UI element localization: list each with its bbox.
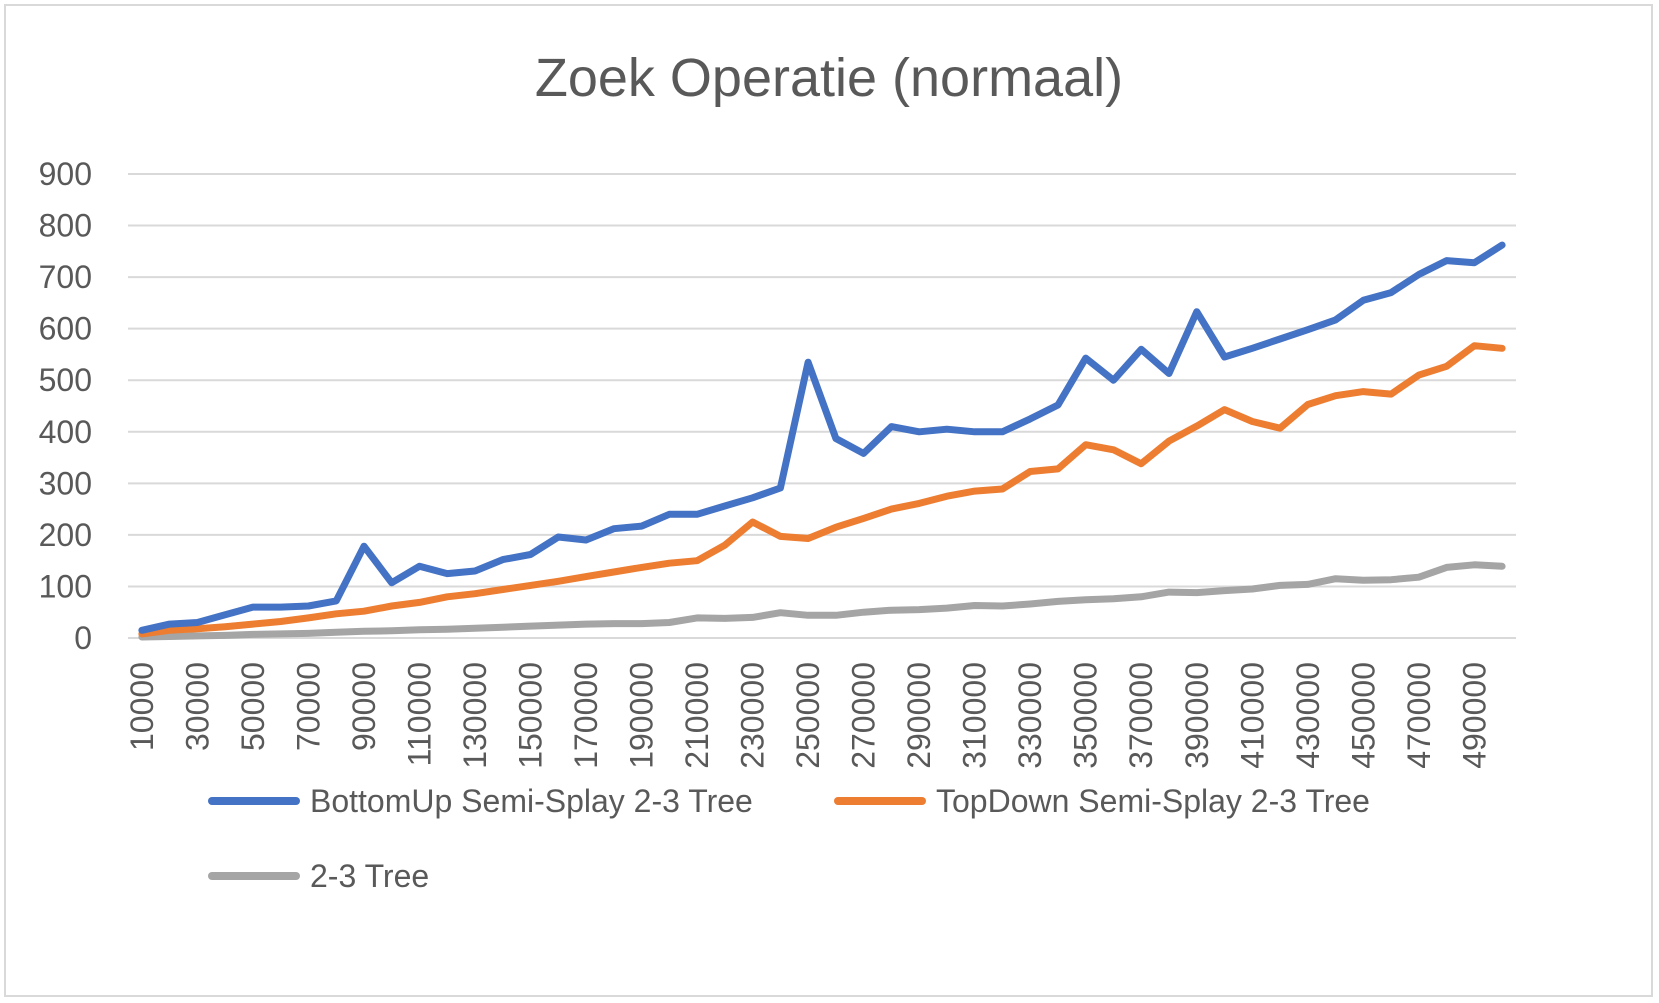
y-tick-label: 700 <box>39 259 92 295</box>
x-tick-label: 430000 <box>1290 662 1326 769</box>
y-tick-label: 300 <box>39 465 92 501</box>
x-tick-label: 130000 <box>457 662 493 769</box>
legend-label-1: TopDown Semi-Splay 2-3 Tree <box>936 783 1370 819</box>
x-tick-label: 410000 <box>1234 662 1270 769</box>
x-tick-label: 90000 <box>346 662 382 751</box>
series-lines <box>138 241 1506 641</box>
x-tick-label: 370000 <box>1123 662 1159 769</box>
chart-title: Zoek Operatie (normaal) <box>535 48 1123 108</box>
x-tick-label: 50000 <box>235 662 271 751</box>
x-tick-label: 170000 <box>568 662 604 769</box>
x-tick-label: 30000 <box>179 662 215 751</box>
x-tick-label: 110000 <box>401 662 437 766</box>
x-tick-label: 150000 <box>513 662 549 769</box>
y-axis-tick-labels: 0 100 200 300 400 500 600 700 800 900 <box>39 156 92 656</box>
y-tick-label: 600 <box>39 311 92 347</box>
grid-lines <box>128 173 1516 639</box>
x-tick-label: 470000 <box>1401 662 1437 769</box>
x-tick-label: 190000 <box>624 662 660 769</box>
x-tick-label: 230000 <box>735 662 771 769</box>
x-tick-label: 350000 <box>1068 662 1104 769</box>
x-axis-tick-labels: 10000 30000 50000 70000 90000 110000 130000 150… <box>124 662 1492 769</box>
y-tick-label: 100 <box>39 568 92 604</box>
chart-frame <box>4 4 1653 997</box>
x-tick-label: 10000 <box>124 662 160 751</box>
x-tick-label: 490000 <box>1456 662 1492 769</box>
series-line-0 <box>138 241 1506 634</box>
y-tick-label: 900 <box>39 156 92 192</box>
legend-label-0: BottomUp Semi-Splay 2-3 Tree <box>310 783 753 819</box>
y-tick-label: 500 <box>39 362 92 398</box>
x-tick-label: 330000 <box>1012 662 1048 769</box>
x-tick-label: 210000 <box>679 662 715 769</box>
x-tick-label: 310000 <box>957 662 993 769</box>
series-line-2 <box>138 561 1506 641</box>
y-tick-label: 200 <box>39 517 92 553</box>
y-tick-label: 800 <box>39 208 92 244</box>
legend-label-2: 2-3 Tree <box>310 858 429 894</box>
x-tick-label: 250000 <box>790 662 826 769</box>
x-tick-label: 70000 <box>290 662 326 751</box>
x-tick-label: 290000 <box>901 662 937 769</box>
series-line-1 <box>138 342 1506 638</box>
y-tick-label: 0 <box>74 620 92 656</box>
x-tick-label: 270000 <box>846 662 882 769</box>
x-tick-label: 390000 <box>1179 662 1215 769</box>
y-tick-label: 400 <box>39 414 92 450</box>
legend: BottomUp Semi-Splay 2-3 Tree TopDown Semi… <box>208 783 1370 894</box>
x-tick-label: 450000 <box>1345 662 1381 769</box>
